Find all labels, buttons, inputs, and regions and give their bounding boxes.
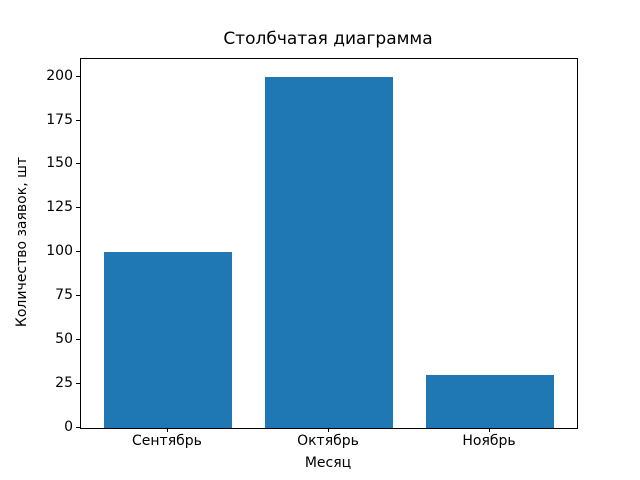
y-axis-label: Количество заявок, шт — [14, 156, 30, 328]
y-tick-mark — [76, 383, 80, 385]
y-tick-mark — [76, 427, 80, 428]
bar-Ноябрь — [425, 375, 555, 428]
y-tick-label: 25 — [55, 375, 73, 392]
chart-title: Столбчатая диаграмма — [223, 29, 433, 49]
y-tick-label: 100 — [46, 243, 73, 260]
y-tick-mark — [76, 207, 80, 209]
x-tick-label: Октябрь — [297, 433, 359, 449]
y-tick-label: 125 — [46, 199, 73, 216]
x-tick-mark — [328, 428, 329, 432]
y-tick-label: 175 — [46, 111, 73, 128]
bar-Сентябрь — [103, 252, 233, 428]
x-tick-mark — [489, 428, 491, 432]
x-tick-mark — [166, 428, 168, 432]
x-tick-label: Ноябрь — [462, 433, 516, 449]
y-tick-label: 75 — [55, 287, 73, 304]
x-tick-label: Сентябрь — [132, 433, 202, 449]
y-tick-mark — [76, 339, 80, 341]
plot-area — [80, 58, 578, 429]
y-tick-label: 0 — [64, 419, 73, 435]
y-tick-mark — [76, 295, 80, 297]
y-tick-label: 200 — [46, 67, 73, 84]
bar-Октябрь — [264, 76, 394, 428]
y-tick-label: 50 — [55, 331, 73, 348]
y-tick-mark — [76, 251, 80, 253]
y-tick-mark — [76, 163, 80, 165]
y-tick-mark — [76, 119, 80, 121]
x-axis-label: Месяц — [304, 455, 352, 471]
y-tick-label: 150 — [46, 155, 73, 172]
y-tick-mark — [76, 75, 80, 77]
